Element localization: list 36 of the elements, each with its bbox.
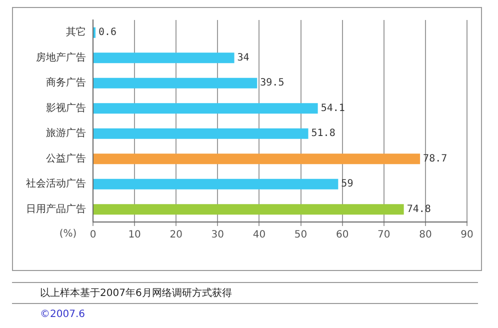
data-label: 59 (341, 178, 354, 190)
data-label: 78.7 (423, 153, 448, 164)
x-tick-label: 0 (90, 230, 96, 241)
data-label: 54.1 (320, 102, 345, 114)
data-label: 0.6 (98, 27, 117, 38)
bar (94, 103, 318, 114)
x-tick-label: 40 (252, 230, 266, 241)
y-tick-label: 其它 (66, 26, 86, 38)
x-tick-label: 30 (211, 230, 224, 241)
y-tick-label: 日用产品广告 (26, 202, 86, 215)
y-tick-label: 影视广告 (46, 102, 86, 114)
y-tick-label: 房地产广告 (36, 51, 86, 64)
y-tick-label: 公益广告 (46, 152, 86, 164)
bar (94, 52, 234, 64)
x-tick-label: 70 (378, 230, 390, 241)
x-tick-label: 50 (294, 230, 308, 241)
bar (94, 78, 258, 88)
bar (94, 178, 338, 190)
data-label: 39.5 (260, 78, 284, 89)
bar (94, 204, 404, 215)
text: ©2007.6 (40, 309, 85, 320)
bar (94, 154, 420, 164)
data-label: 51.8 (311, 128, 336, 140)
bar (94, 128, 308, 139)
x-axis-title: (%) (59, 228, 77, 240)
y-tick-label: 商务广告 (46, 76, 86, 89)
y-tick-label: 社会活动广告 (26, 178, 86, 190)
x-tick-label: 90 (460, 230, 474, 241)
x-tick-label: 10 (128, 230, 141, 241)
x-tick-label: 20 (170, 230, 182, 241)
text: 以上样本基于2007年6月网络调研方式获得 (40, 286, 232, 300)
x-tick-label: 60 (336, 230, 349, 241)
y-tick-label: 旅游广告 (46, 127, 86, 140)
data-label: 74.8 (406, 204, 431, 215)
data-label: 34 (237, 52, 250, 64)
x-tick-label: 80 (419, 230, 432, 241)
